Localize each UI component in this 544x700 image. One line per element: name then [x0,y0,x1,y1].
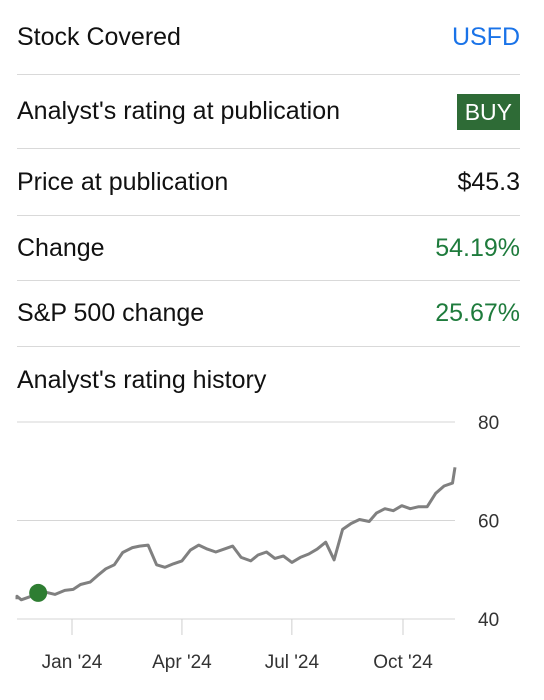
y-tick-label: 40 [478,610,499,631]
chart-x-axis [71,619,404,635]
change-label: Change [17,233,105,262]
rating-label: Analyst's rating at publication [17,97,341,125]
sp500-label: S&P 500 change [17,299,205,327]
row-change: Change 54.19% [17,216,520,281]
y-tick-label: 80 [478,413,499,434]
x-tick-label: Jan '24 [42,652,103,673]
price-line [15,467,457,602]
rating-badge: BUY [456,93,520,130]
details-table: Stock Covered USFD Analyst's rating at p… [17,0,520,347]
price-value: $45.3 [457,167,520,196]
x-tick-label: Jul '24 [265,652,320,673]
y-tick-label: 60 [478,512,499,533]
rating-history-title: Analyst's rating history [17,366,267,394]
row-stock-covered: Stock Covered USFD [17,0,520,75]
chart-grid [17,421,455,620]
sp500-value: 25.67% [435,299,520,327]
rating-history-chart: 40 60 80 Jan '24 Apr '24 Jul '24 Oct '24 [15,413,499,673]
price-label: Price at publication [17,167,229,196]
x-tick-label: Apr '24 [152,652,212,673]
x-tick-label: Oct '24 [373,652,433,673]
publication-marker[interactable] [29,583,48,602]
row-price: Price at publication $45.3 [17,149,520,216]
change-value: 54.19% [435,233,520,262]
row-rating: Analyst's rating at publication BUY [17,75,520,149]
stock-ticker-link[interactable]: USFD [451,22,520,51]
chart-tick-labels: 40 60 80 Jan '24 Apr '24 Jul '24 Oct '24 [42,413,499,673]
row-sp500: S&P 500 change 25.67% [17,281,520,347]
stock-covered-label: Stock Covered [17,22,181,51]
